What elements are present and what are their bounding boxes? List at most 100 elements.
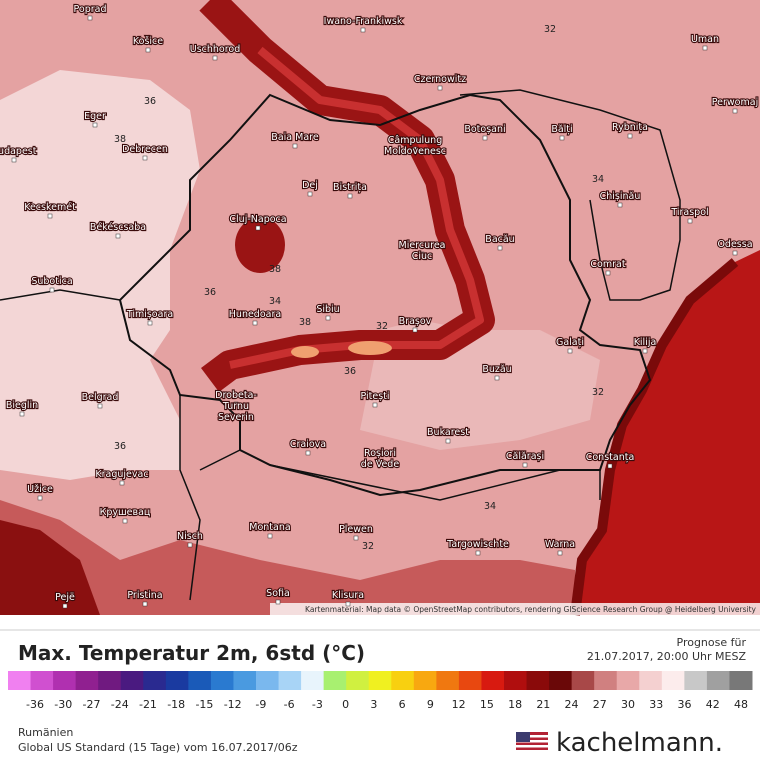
dark-region: [0, 520, 100, 615]
legend-swatch: [571, 671, 595, 690]
contour-label: 36: [344, 366, 356, 377]
city-marker: [360, 27, 366, 33]
city-marker: [607, 463, 613, 469]
city-marker: [47, 213, 53, 219]
contour-label: 34: [592, 174, 604, 185]
legend-swatch: [30, 671, 54, 690]
city-label: Czernowitz: [414, 74, 466, 85]
city-label: Hunedoara: [229, 309, 281, 320]
city-marker: [62, 603, 68, 609]
legend-swatch: [256, 671, 280, 690]
city-label: Odessa: [717, 239, 752, 250]
legend-tick-label: -9: [255, 698, 266, 711]
hot-spot: [348, 341, 392, 355]
romania-border: [118, 93, 652, 497]
city-marker: [627, 133, 633, 139]
city-label: Dej: [302, 180, 318, 191]
city-marker: [115, 233, 121, 239]
legend-tick-label: 0: [342, 698, 349, 711]
city-marker: [559, 135, 565, 141]
cities: Poprad Košice Uschhorod Iwano-Frankiwsk Uman…: [0, 3, 759, 609]
city-label: Košice: [133, 36, 163, 47]
forecast-time: 21.07.2017, 20:00 Uhr MESZ: [587, 650, 747, 663]
legend-tick-label: -36: [26, 698, 44, 711]
legend-tick-label: 48: [734, 698, 748, 711]
legend-tick-label: 6: [399, 698, 406, 711]
borders: [0, 289, 601, 601]
city-marker: [87, 15, 93, 21]
city-marker: [482, 135, 488, 141]
region: Rumänien: [18, 726, 73, 739]
city-marker: [11, 157, 17, 163]
city-marker: [347, 193, 353, 199]
contour-label: 38: [114, 134, 126, 145]
city-label: de Vede: [361, 459, 400, 470]
city-marker: [275, 599, 281, 605]
city-label: Roșiori: [364, 448, 396, 459]
city-marker: [732, 108, 738, 114]
city-label: Timișoara: [126, 309, 173, 320]
flag-stripe: [516, 740, 548, 743]
legend-swatch: [188, 671, 212, 690]
city-marker: [642, 348, 648, 354]
city-label: Kecskemét: [24, 202, 76, 213]
contour-label: 38: [299, 317, 311, 328]
city-marker: [437, 85, 443, 91]
contour-label: 34: [484, 501, 496, 512]
legend-tick-label: -30: [54, 698, 72, 711]
city-label: Iwano-Frankiwsk: [324, 16, 403, 27]
light-region: [0, 70, 200, 480]
city-marker: [292, 143, 298, 149]
city-label: Rybnița: [612, 122, 648, 133]
legend-swatch: [436, 671, 460, 690]
title: Max. Temperatur 2m, 6std (°C): [18, 641, 365, 665]
legend-tick-label: -27: [82, 698, 100, 711]
model: Global US Standard (15 Tage) vom 16.07.2…: [18, 741, 298, 754]
city-label: Călărași: [506, 451, 544, 462]
city-label: Nisch: [177, 531, 203, 542]
contour-label: 38: [269, 264, 281, 275]
city-label: Pejë: [55, 592, 75, 603]
city-label: Bukarest: [427, 427, 469, 438]
city-label: Budapest: [0, 146, 37, 157]
city-label: Bălți: [551, 124, 572, 135]
flag: [516, 732, 548, 750]
city-marker: [49, 287, 55, 293]
city-marker: [475, 550, 481, 556]
city-label: Craiova: [290, 439, 326, 450]
city-label: Câmpulung: [388, 135, 442, 146]
city-label: Uman: [691, 34, 719, 45]
city-marker: [372, 402, 378, 408]
contour-label: 36: [114, 441, 126, 452]
city-label: Chișinău: [600, 191, 641, 202]
city-label: Poprad: [74, 4, 107, 15]
legend-swatch: [346, 671, 370, 690]
legend-tick-label: -3: [312, 698, 323, 711]
city-label: Brașov: [399, 316, 432, 327]
legend-tick-label: 15: [480, 698, 494, 711]
city-marker: [412, 327, 418, 333]
legend-tick-label: 12: [452, 698, 466, 711]
city-label: Botoșani: [464, 124, 505, 135]
legend-tick-label: 3: [370, 698, 377, 711]
legend-swatch: [639, 671, 663, 690]
city-label: Debrecen: [122, 144, 168, 155]
brand: kachelmann.: [556, 728, 723, 758]
city-label: Ciuc: [412, 251, 433, 262]
legend-tick-label: 24: [565, 698, 579, 711]
legend-tick-label: 21: [536, 698, 550, 711]
legend-swatch: [391, 671, 415, 690]
city-marker: [567, 348, 573, 354]
city-marker: [19, 411, 25, 417]
city-label: Galați: [556, 337, 584, 348]
legend-swatch: [458, 671, 482, 690]
legend-swatch: [165, 671, 189, 690]
legend-tick-label: -21: [139, 698, 157, 711]
city-label: Bacău: [485, 234, 514, 245]
legend-swatch: [504, 671, 528, 690]
moldova-border: [459, 89, 681, 301]
city-label: Montana: [249, 522, 290, 533]
city-label: Užice: [27, 484, 53, 495]
contour-label: 32: [592, 387, 604, 398]
